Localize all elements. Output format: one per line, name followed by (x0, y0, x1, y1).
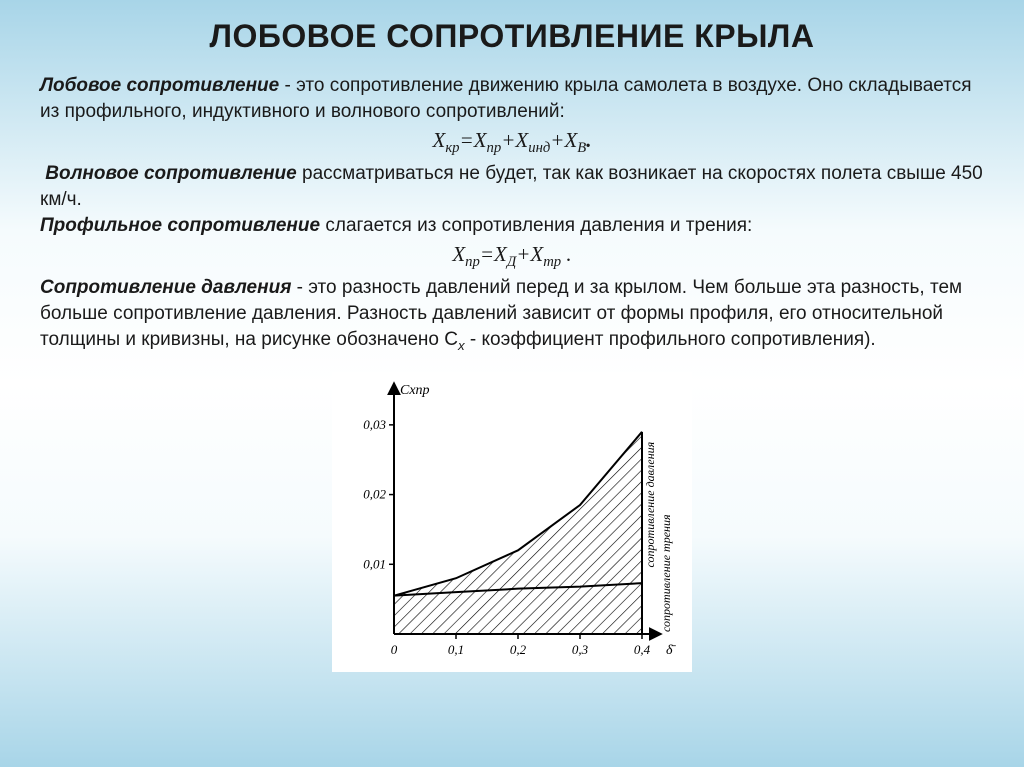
formula-2: Хпр=ХД+Хтр . (40, 240, 984, 273)
f1-t2-sub: инд (528, 140, 550, 156)
svg-text:0: 0 (391, 642, 398, 657)
para3-rest: слагается из сопротивления давления и тр… (320, 215, 752, 236)
svg-text:0,3: 0,3 (572, 642, 589, 657)
lead-term-4: Сопротивление давления (40, 277, 291, 298)
f2-t2-base: Х (530, 242, 543, 266)
f2-t1-sub: Д (507, 254, 516, 270)
paragraph-1: Лобовое сопротивление - это сопротивлени… (40, 73, 984, 124)
f1-t1-base: Х (474, 128, 487, 152)
svg-text:0,1: 0,1 (448, 642, 464, 657)
para4-sub: х (458, 337, 465, 352)
f1-t2-base: Х (515, 128, 528, 152)
f2-t2-sub: тр (543, 254, 561, 270)
lead-term-3: Профильное сопротивление (40, 215, 320, 236)
f1-dot: . (586, 128, 591, 152)
f1-lhs-base: Х (432, 128, 445, 152)
drag-coefficient-chart: 0,01 0,02 0,03 0 0,1 0,2 0,3 0,4 Схпр δ̄ сопротивл… (332, 372, 692, 672)
svg-text:0,02: 0,02 (363, 487, 386, 502)
chart-container: 0,01 0,02 0,03 0 0,1 0,2 0,3 0,4 Схпр δ̄ сопротивл… (40, 372, 984, 672)
body-content: Лобовое сопротивление - это сопротивлени… (40, 73, 984, 354)
svg-text:сопротивление трения: сопротивление трения (659, 514, 673, 632)
paragraph-4: Сопротивление давления - это разность да… (40, 275, 984, 354)
svg-text:Схпр: Схпр (400, 383, 430, 398)
svg-text:сопротивление давления: сопротивление давления (643, 442, 657, 568)
f1-t3-base: Х (564, 128, 577, 152)
paragraph-3: Профильное сопротивление слагается из со… (40, 213, 984, 239)
svg-text:0,4: 0,4 (634, 642, 651, 657)
svg-text:0,01: 0,01 (363, 557, 386, 572)
f2-lhs-base: Х (452, 242, 465, 266)
svg-text:0,2: 0,2 (510, 642, 527, 657)
svg-text:0,03: 0,03 (363, 417, 386, 432)
f1-t1-sub: пр (487, 140, 502, 156)
f2-t1-base: Х (494, 242, 507, 266)
paragraph-2: Волновое сопротивление рассматриваться н… (40, 161, 984, 212)
lead-term-2: Волновое сопротивление (45, 163, 296, 184)
f1-t3-sub: В (577, 140, 586, 156)
lead-term-1: Лобовое сопротивление (40, 75, 279, 96)
para4-rest2: - коэффициент профильного сопротивления)… (465, 329, 876, 350)
formula-1: Хкр=Хпр+Хинд+ХВ. (40, 126, 984, 159)
f1-lhs-sub: кр (445, 140, 459, 156)
svg-text:δ̄: δ̄ (666, 643, 677, 658)
page-title: ЛОБОВОЕ СОПРОТИВЛЕНИЕ КРЫЛА (40, 18, 984, 55)
f2-lhs-sub: пр (465, 254, 480, 270)
